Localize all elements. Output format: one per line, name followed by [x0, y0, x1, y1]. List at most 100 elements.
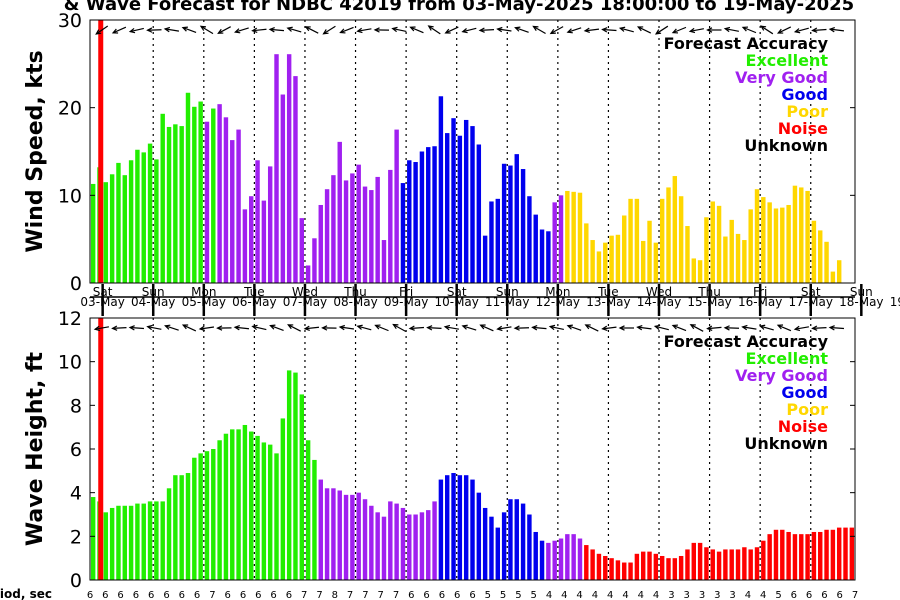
data-bar: [204, 451, 210, 580]
period-value: 6: [423, 590, 429, 600]
legend-entry: Poor: [786, 400, 828, 419]
direction-arrow: [620, 27, 634, 33]
data-bar: [463, 119, 469, 283]
data-bar: [350, 494, 355, 580]
data-bar: [546, 231, 551, 283]
data-bar: [805, 534, 810, 580]
direction-arrow: [410, 26, 424, 34]
period-value: 6: [194, 590, 200, 600]
data-bar: [577, 192, 583, 283]
data-bar: [166, 126, 172, 283]
data-bar: [710, 549, 715, 580]
data-bar: [255, 435, 260, 580]
data-bar: [400, 507, 406, 580]
day-date: 15-May: [687, 295, 731, 309]
direction-arrow: [234, 326, 250, 330]
period-value: 5: [485, 590, 491, 600]
data-bar: [261, 200, 267, 283]
data-bar: [716, 551, 722, 580]
direction-arrow-head: [706, 325, 713, 331]
direction-arrow-head: [654, 29, 662, 35]
data-bar: [780, 529, 785, 580]
direction-arrow-head: [233, 325, 240, 331]
direction-arrow-head: [811, 27, 818, 33]
direction-arrow-head: [409, 26, 416, 32]
data-bar: [356, 164, 361, 283]
period-value: 7: [362, 590, 368, 600]
legend-entry: Very Good: [735, 68, 828, 87]
legend-entry: Poor: [786, 102, 828, 121]
direction-arrow-head: [146, 27, 153, 33]
data-bar: [571, 534, 576, 580]
direction-arrow: [269, 28, 285, 32]
direction-arrow-head: [584, 324, 591, 330]
direction-arrow-head: [181, 26, 188, 32]
period-value: 4: [607, 590, 613, 600]
data-bar: [729, 219, 734, 283]
data-bar: [122, 175, 127, 283]
y-tick-label: 0: [70, 273, 82, 295]
period-value: 6: [821, 590, 827, 600]
data-bar: [818, 230, 823, 283]
direction-arrow: [637, 26, 652, 34]
period-value: 7: [209, 590, 215, 600]
period-value: 4: [653, 590, 659, 600]
data-bar: [432, 146, 437, 283]
data-bar: [799, 187, 804, 283]
day-of-week: Thu: [343, 285, 367, 299]
direction-arrow-head: [303, 325, 310, 331]
data-bar: [173, 124, 178, 283]
legend-entry: Noise: [778, 417, 828, 436]
period-value: 6: [469, 590, 475, 600]
direction-arrow-head: [514, 26, 521, 32]
wave-height-panel: 0 2 4 6 8 10 12 Wave Height, ft Forecast Accurac…: [23, 308, 856, 592]
direction-arrow-head: [321, 325, 328, 331]
period-value: 6: [102, 590, 108, 600]
direction-arrow-head: [392, 323, 399, 330]
period-value: 6: [133, 590, 139, 600]
data-bar: [603, 242, 608, 283]
direction-arrow-head: [233, 28, 241, 34]
direction-arrow: [130, 27, 144, 33]
data-bar: [154, 159, 159, 283]
data-bar: [653, 242, 659, 283]
direction-arrow-head: [549, 28, 556, 35]
data-bar: [539, 540, 545, 580]
data-bar: [571, 191, 576, 283]
direction-arrow: [725, 28, 739, 32]
day-date: 19-May: [890, 295, 900, 309]
data-bar: [590, 549, 595, 580]
day-date: 04-May: [131, 295, 175, 309]
data-bar: [147, 143, 153, 283]
data-bar: [666, 187, 671, 283]
direction-arrow: [672, 26, 687, 34]
day-date: 17-May: [789, 295, 833, 309]
data-bar: [166, 488, 172, 580]
wind-speed-panel: 0 10 20 30 Wind Speed, kts Forecast AccuracyE…: [23, 10, 856, 295]
data-bar: [305, 440, 311, 580]
data-bar: [735, 233, 741, 283]
direction-arrow: [340, 26, 354, 34]
data-bar: [811, 531, 817, 580]
direction-arrow-head: [374, 324, 381, 330]
direction-arrow: [829, 28, 845, 32]
data-bar: [729, 549, 734, 580]
data-bar: [274, 54, 279, 283]
data-bar: [128, 505, 134, 580]
direction-arrow-head: [356, 324, 363, 330]
data-bar: [267, 166, 273, 283]
direction-arrow-head: [723, 26, 731, 33]
period-value: 6: [117, 590, 123, 600]
data-bar: [413, 162, 418, 283]
data-bar: [192, 106, 197, 283]
period-value: 5: [500, 590, 506, 600]
data-bar: [230, 140, 235, 283]
direction-arrow: [112, 327, 127, 329]
direction-arrow: [200, 25, 214, 35]
direction-arrow: [165, 325, 179, 331]
period-value: 7: [347, 590, 353, 600]
direction-arrow: [375, 324, 389, 332]
direction-arrow-head: [793, 325, 801, 332]
data-bar: [103, 182, 109, 283]
